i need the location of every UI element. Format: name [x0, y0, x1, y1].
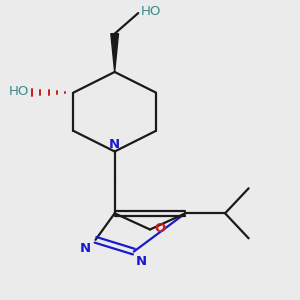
Polygon shape	[111, 34, 119, 72]
Text: HO: HO	[141, 5, 161, 18]
Text: N: N	[109, 138, 120, 151]
Text: HO: HO	[9, 85, 29, 98]
Text: N: N	[80, 242, 91, 255]
Text: O: O	[154, 221, 166, 235]
Text: N: N	[135, 254, 146, 268]
